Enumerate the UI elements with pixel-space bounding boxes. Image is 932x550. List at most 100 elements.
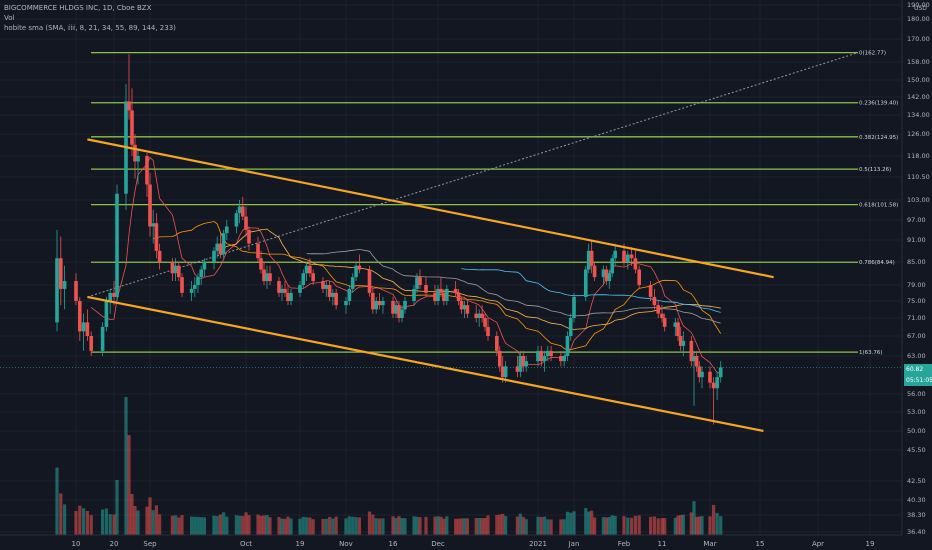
volume-bar	[154, 505, 158, 535]
volume-bar	[104, 508, 108, 535]
symbol-title[interactable]: BIGCOMMERCE HLDGS INC, 1D, Cboe BZX	[4, 4, 152, 12]
volume-bar	[400, 517, 404, 535]
candle-body	[412, 288, 416, 301]
volume-bar	[115, 480, 119, 535]
candle-body	[62, 281, 67, 289]
price-tick-label: 63.00	[907, 352, 926, 360]
candle-body	[280, 288, 284, 293]
volume-bar	[218, 514, 222, 535]
volume-bar	[136, 510, 140, 535]
candle-body	[662, 318, 667, 327]
price-tick-label: 103.00	[907, 196, 930, 204]
volume-bar	[331, 518, 335, 535]
volume-bar	[480, 518, 484, 535]
candle-body	[286, 292, 290, 301]
volume-bar	[347, 516, 351, 535]
volume-bar	[498, 514, 502, 535]
price-tick-label: 126.00	[907, 130, 930, 138]
volume-bar	[311, 519, 315, 535]
volume-bar	[190, 516, 194, 535]
price-axis[interactable]: 190.00 180.00 170.00 158.00 150.00 142.00 134.…	[901, 0, 932, 550]
volume-bar	[112, 514, 116, 535]
candle-body	[456, 292, 461, 301]
candle-body	[136, 156, 140, 162]
price-tick-label: 75.00	[907, 297, 926, 305]
candle-body	[371, 292, 375, 310]
volume-bar	[630, 517, 634, 535]
volume-bar	[536, 516, 540, 535]
volume-bar	[539, 517, 543, 535]
price-tick-label: 50.00	[907, 427, 926, 435]
candle-body	[459, 301, 464, 310]
volume-bar	[495, 515, 499, 535]
volume-bar	[327, 516, 332, 535]
time-tick-label: 19	[866, 540, 875, 548]
candle-body	[652, 296, 657, 306]
volume-bar	[148, 497, 152, 535]
volume-bar	[436, 516, 440, 535]
volume-bar	[584, 508, 588, 535]
currency-label: USD	[914, 5, 927, 12]
volume-bar	[324, 518, 328, 535]
volume-bar	[442, 518, 446, 535]
candle-body	[436, 288, 440, 301]
volume-bar	[697, 516, 701, 535]
price-tick-label: 91.00	[907, 236, 926, 244]
volume-bar	[708, 516, 712, 535]
volume-bar	[286, 516, 290, 535]
volume-bar	[262, 515, 266, 535]
price-tick-label: 142.00	[907, 93, 930, 101]
fib-level-label: 0.618(101.58)	[859, 203, 898, 209]
time-tick-label: Jan	[568, 540, 580, 548]
sma-indicator-label[interactable]: hobite sma (SMA, 𝕚𝕚𝕚, 8, 21, 34, 55, 89,…	[4, 24, 176, 32]
time-axis[interactable]: 10 20 Sep Oct 19 Nov 16 Dec 2021 Jan Feb 11 Mar 15 Apr…	[0, 534, 932, 550]
volume-bar	[515, 516, 520, 535]
time-axis-bg	[0, 535, 932, 550]
candle-body	[354, 265, 358, 278]
candle-body	[486, 326, 490, 336]
candle-body	[483, 318, 487, 327]
volume-bar	[301, 516, 305, 535]
volume-bar	[78, 505, 82, 535]
candle-body	[259, 258, 263, 270]
candle-body	[154, 223, 159, 251]
volume-indicator-label[interactable]: Vol	[4, 14, 15, 22]
candle-body	[718, 367, 723, 378]
volume-bar	[133, 506, 137, 535]
volume-bar	[177, 517, 181, 535]
volume-bar	[241, 515, 245, 535]
volume-bar	[403, 518, 407, 535]
candle-body	[381, 301, 385, 306]
volume-bar	[374, 518, 378, 535]
candle-body	[637, 269, 641, 285]
candle-body	[711, 382, 716, 389]
volume-bar	[695, 516, 699, 535]
time-tick-label: 11	[658, 540, 667, 548]
candle-body	[357, 265, 362, 270]
candle-body	[289, 292, 293, 301]
candle-body	[199, 269, 203, 278]
candle-body	[151, 223, 155, 227]
volume-bar	[351, 516, 355, 535]
candle-body	[127, 101, 131, 111]
price-tick-label: 53.00	[907, 408, 926, 416]
candle-body	[268, 273, 272, 282]
volume-bar	[676, 515, 680, 535]
candle-body	[477, 313, 481, 318]
candle-body	[298, 285, 302, 293]
price-tick-label: 67.00	[907, 332, 926, 340]
price-tick-label: 36.40	[907, 528, 926, 536]
volume-bar	[334, 516, 338, 535]
candle-body	[697, 366, 702, 378]
volume-bar	[689, 512, 693, 535]
volume-bar	[202, 517, 206, 535]
candle-body	[215, 243, 219, 251]
candle-body	[500, 366, 505, 378]
volume-bar	[222, 512, 226, 535]
candle-body	[81, 322, 86, 332]
volume-bar	[283, 518, 287, 535]
volume-bar	[590, 510, 594, 535]
candle-body	[262, 269, 266, 282]
